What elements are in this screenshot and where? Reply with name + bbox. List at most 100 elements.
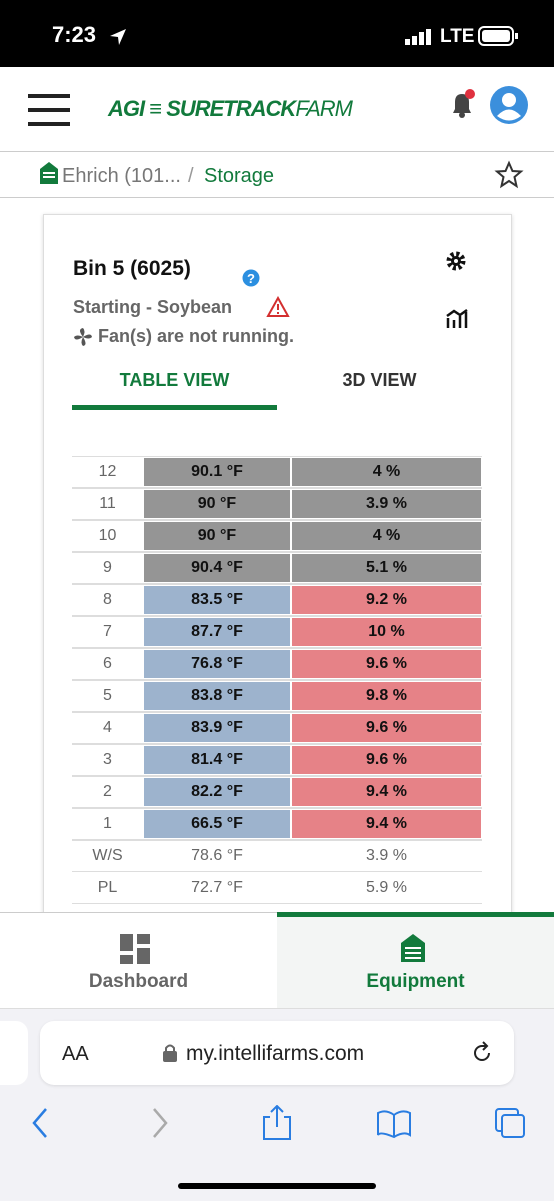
signal-icon: [405, 29, 431, 45]
layer-table: 12 90.1 °F 4 % 11 90 °F 3.9 % 10 90 °F 4 % 9 90.4 …: [72, 456, 482, 904]
settings-icon[interactable]: [445, 250, 467, 272]
moisture-cell: 9.4 %: [292, 778, 481, 806]
layer-label: 2: [103, 783, 112, 800]
bookmarks-button[interactable]: [377, 1110, 411, 1139]
help-icon[interactable]: ?: [242, 269, 260, 287]
url: my.intellifarms.com: [186, 1042, 365, 1065]
tab-indicator: [72, 405, 277, 410]
summary-row: PL 72.7 °F 5.9 %: [72, 872, 482, 904]
bin-card: Bin 5 (6025) ? Starting - Soybean Fan(s)…: [43, 214, 512, 936]
layer-row: 3 81.4 °F 9.6 %: [72, 744, 482, 776]
layer-row: 12 90.1 °F 4 %: [72, 456, 482, 488]
moisture-cell: 9.6 %: [292, 714, 481, 742]
temperature-cell: 90 °F: [144, 522, 290, 550]
layer-row: 8 83.5 °F 9.2 %: [72, 584, 482, 616]
share-button[interactable]: [263, 1105, 291, 1140]
back-button[interactable]: [32, 1108, 47, 1138]
moisture-cell: 3.9 %: [292, 490, 481, 518]
summary-row: W/S 78.6 °F 3.9 %: [72, 840, 482, 872]
layer-row: 4 83.9 °F 9.6 %: [72, 712, 482, 744]
favorite-star[interactable]: [494, 160, 524, 190]
tab-3d-view[interactable]: 3D VIEW: [342, 370, 417, 390]
layer-row: 1 66.5 °F 9.4 %: [72, 808, 482, 840]
moisture-cell: 10 %: [292, 618, 481, 646]
moisture-cell: 9.6 %: [292, 746, 481, 774]
forward-button[interactable]: [153, 1108, 168, 1138]
bin-icon: [40, 162, 58, 184]
layer-label: 8: [103, 591, 112, 608]
layer-row: 5 83.8 °F 9.8 %: [72, 680, 482, 712]
text-size-button[interactable]: AA: [62, 1043, 89, 1065]
svg-text:?: ?: [247, 271, 255, 286]
temperature-cell: 81.4 °F: [144, 746, 290, 774]
time: 7:23: [52, 22, 97, 47]
dashboard-icon: [120, 934, 150, 964]
avatar[interactable]: [489, 85, 529, 125]
moisture-cell: 5.9 %: [366, 878, 407, 896]
logo-brand: SURETRACK: [166, 96, 296, 121]
temperature-cell: 72.7 °F: [191, 878, 243, 896]
logo-farm: FARM: [295, 96, 353, 121]
browser-toolbar: [32, 1105, 525, 1140]
fan-status: Fan(s) are not running.: [98, 326, 294, 346]
browser-chrome: AA my.intellifarms.com: [0, 1008, 554, 1201]
notification-bell[interactable]: [448, 89, 478, 119]
moisture-cell: 9.6 %: [292, 650, 481, 678]
layer-label: 10: [98, 527, 117, 544]
layer-row: 10 90 °F 4 %: [72, 520, 482, 552]
layer-label: 1: [103, 815, 112, 832]
layer-row: 6 76.8 °F 9.6 %: [72, 648, 482, 680]
status-bar: 7:23 LTE: [0, 0, 554, 67]
nav-label: Dashboard: [88, 971, 189, 992]
equipment-icon: [401, 934, 425, 962]
logo[interactable]: AGI ≡ SURETRACKFARM: [108, 96, 353, 121]
moisture-cell: 3.9 %: [366, 847, 407, 864]
moisture-cell: 5.1 %: [292, 554, 481, 582]
layer-label: 9: [103, 559, 112, 576]
temperature-cell: 90.4 °F: [144, 554, 290, 582]
temperature-cell: 76.8 °F: [144, 650, 290, 678]
fan-icon: [74, 328, 92, 346]
menu-button[interactable]: [28, 94, 70, 126]
nav-label: Equipment: [366, 971, 465, 992]
nav-equipment[interactable]: Equipment: [277, 912, 554, 1009]
network: LTE: [440, 26, 475, 47]
breadcrumb-separator: /: [188, 165, 194, 187]
warning-icon: [266, 296, 290, 317]
bottom-nav: Dashboard Equipment: [0, 912, 554, 1009]
location-icon: [110, 29, 126, 45]
breadcrumb-site[interactable]: Ehrich (101...: [62, 165, 181, 187]
bin-title: Bin 5 (6025): [73, 257, 191, 280]
breadcrumb-page[interactable]: Storage: [204, 165, 275, 187]
reload-icon[interactable]: [470, 1041, 494, 1065]
layer-row: 7 87.7 °F 10 %: [72, 616, 482, 648]
tabs-button[interactable]: [495, 1108, 525, 1138]
moisture-cell: 9.2 %: [292, 586, 481, 614]
nav-dashboard[interactable]: Dashboard: [0, 913, 277, 1009]
breadcrumb: Ehrich (101... / Storage: [0, 152, 554, 198]
temperature-cell: 83.9 °F: [144, 714, 290, 742]
layer-label: 5: [103, 687, 112, 704]
battery-icon: [478, 26, 518, 46]
layer-label: 7: [103, 623, 112, 640]
layer-row: 2 82.2 °F 9.4 %: [72, 776, 482, 808]
address-bar[interactable]: AA my.intellifarms.com: [40, 1021, 514, 1085]
layer-label: 6: [103, 655, 112, 672]
layer-label: 3: [103, 751, 112, 768]
temperature-cell: 90 °F: [144, 490, 290, 518]
temperature-cell: 87.7 °F: [144, 618, 290, 646]
chart-icon[interactable]: [445, 308, 469, 330]
tab-table-view[interactable]: TABLE VIEW: [119, 370, 230, 390]
moisture-cell: 9.4 %: [292, 810, 481, 838]
temperature-cell: 78.6 °F: [191, 847, 243, 864]
bin-status: Starting - Soybean: [73, 297, 233, 317]
tab-preview[interactable]: [0, 1021, 28, 1085]
temperature-cell: 83.8 °F: [144, 682, 290, 710]
layer-label: W/S: [92, 847, 123, 864]
temperature-cell: 83.5 °F: [144, 586, 290, 614]
temperature-cell: 82.2 °F: [144, 778, 290, 806]
app-header: AGI ≡ SURETRACKFARM: [0, 67, 554, 152]
temperature-cell: 66.5 °F: [144, 810, 290, 838]
